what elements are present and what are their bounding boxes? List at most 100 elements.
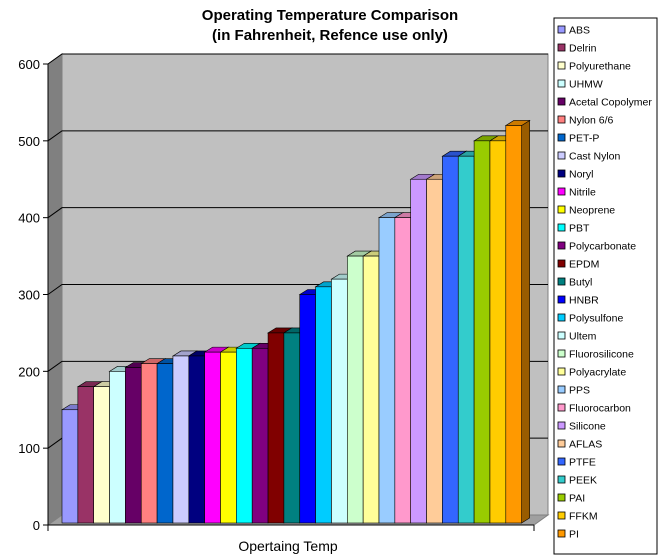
legend-label: Polycarbonate	[569, 241, 636, 253]
legend-label: Cast Nylon	[569, 151, 621, 163]
legend-label: FFKM	[569, 511, 598, 523]
y-tick-label: 200	[18, 364, 40, 379]
bar-pi	[504, 119, 531, 524]
legend-label: Butyl	[569, 277, 592, 289]
legend-item: PPS	[557, 385, 590, 397]
legend-label: ABS	[569, 25, 590, 37]
legend-item: AFLAS	[557, 439, 602, 451]
bar-side	[521, 119, 530, 524]
legend-item: EPDM	[557, 259, 599, 271]
legend-swatch	[557, 439, 566, 448]
legend-label: Fluorosilicone	[569, 349, 634, 361]
bar-front	[220, 351, 237, 524]
legend-swatch	[557, 511, 566, 520]
legend-item: Neoprene	[557, 205, 615, 217]
legend-swatch	[557, 43, 566, 52]
bar-front	[315, 286, 332, 524]
legend-item: Fluorosilicone	[557, 349, 634, 361]
legend-swatch	[557, 349, 566, 358]
legend-item: Nylon 6/6	[557, 115, 614, 127]
legend-label: Ultem	[569, 331, 597, 343]
bar-front	[125, 367, 142, 524]
y-tick-label: 400	[18, 211, 40, 226]
legend-swatch	[557, 277, 566, 286]
legend-swatch	[557, 331, 566, 340]
legend-swatch	[557, 187, 566, 196]
legend-item: Cast Nylon	[557, 151, 621, 163]
legend-item: FFKM	[557, 511, 598, 523]
legend-label: HNBR	[569, 295, 599, 307]
bar-front	[331, 278, 348, 524]
legend-swatch	[557, 169, 566, 178]
legend-item: Fluorocarbon	[557, 403, 631, 415]
legend-item: ABS	[557, 25, 590, 37]
legend-item: PEEK	[557, 475, 597, 487]
bar-front	[410, 178, 427, 524]
bar-front	[204, 351, 221, 524]
legend-item: Polyurethane	[557, 61, 631, 73]
gridline	[47, 53, 548, 65]
legend-item: Polycarbonate	[557, 241, 636, 253]
legend-item: Noryl	[557, 169, 594, 181]
legend-label: Noryl	[569, 169, 594, 181]
gridline	[47, 207, 548, 219]
bar-front	[172, 355, 190, 524]
legend-swatch	[557, 475, 566, 484]
legend-item: Polysulfone	[557, 313, 623, 325]
legend-swatch	[557, 295, 566, 304]
legend-item: Ultem	[557, 331, 597, 343]
legend-label: Polysulfone	[569, 313, 623, 325]
bar-front	[93, 386, 110, 524]
bar-front	[489, 140, 507, 524]
bar-front	[362, 255, 380, 524]
legend-item: PAI	[557, 493, 585, 505]
bar-front	[283, 332, 301, 524]
legend-item: PI	[557, 529, 579, 541]
legend-item: Silicone	[557, 421, 606, 433]
legend-item: Polyacrylate	[557, 367, 626, 379]
legend-swatch	[557, 151, 566, 160]
legend-swatch	[557, 403, 566, 412]
legend-item: Acetal Copolymer	[557, 97, 652, 109]
legend-label: Fluorocarbon	[569, 403, 631, 415]
legend-swatch	[557, 313, 566, 322]
bar-front	[109, 371, 126, 524]
chart-subtitle: (in Fahrenheit, Refence use only)	[212, 27, 448, 44]
legend-label: AFLAS	[569, 439, 602, 451]
legend-label: Delrin	[569, 43, 597, 55]
bar-front	[156, 363, 174, 524]
legend-label: Silicone	[569, 421, 606, 433]
bar-front	[505, 125, 522, 524]
legend-label: Polyacrylate	[569, 367, 626, 379]
gridline	[47, 130, 548, 142]
legend-item: PET-P	[557, 133, 599, 145]
legend-label: Nylon 6/6	[569, 115, 614, 127]
legend-swatch	[557, 385, 566, 394]
legend-swatch	[557, 421, 566, 430]
bar-front	[378, 217, 396, 524]
legend-label: Polyurethane	[569, 61, 631, 73]
legend-swatch	[557, 205, 566, 214]
legend-label: PBT	[569, 223, 590, 235]
bar-front	[77, 386, 94, 524]
bar-front	[426, 178, 443, 524]
legend-item: Nitrile	[557, 187, 596, 199]
y-tick-label: 600	[18, 57, 40, 72]
bar-front	[442, 155, 459, 524]
legend-swatch	[557, 25, 566, 34]
legend-swatch	[557, 529, 566, 538]
bar-front	[61, 409, 79, 524]
chart-title: Operating Temperature Comparison	[202, 7, 458, 24]
legend-item: PBT	[557, 223, 590, 235]
legend-swatch	[557, 241, 566, 250]
legend-label: Acetal Copolymer	[569, 97, 652, 109]
legend-box	[553, 17, 658, 555]
legend-swatch	[557, 115, 566, 124]
legend-swatch	[557, 79, 566, 88]
x-axis-label: Opertaing Temp	[238, 538, 338, 554]
bar-front	[251, 347, 269, 524]
legend-label: PPS	[569, 385, 590, 397]
legend-swatch	[557, 223, 566, 232]
legend-swatch	[557, 259, 566, 268]
